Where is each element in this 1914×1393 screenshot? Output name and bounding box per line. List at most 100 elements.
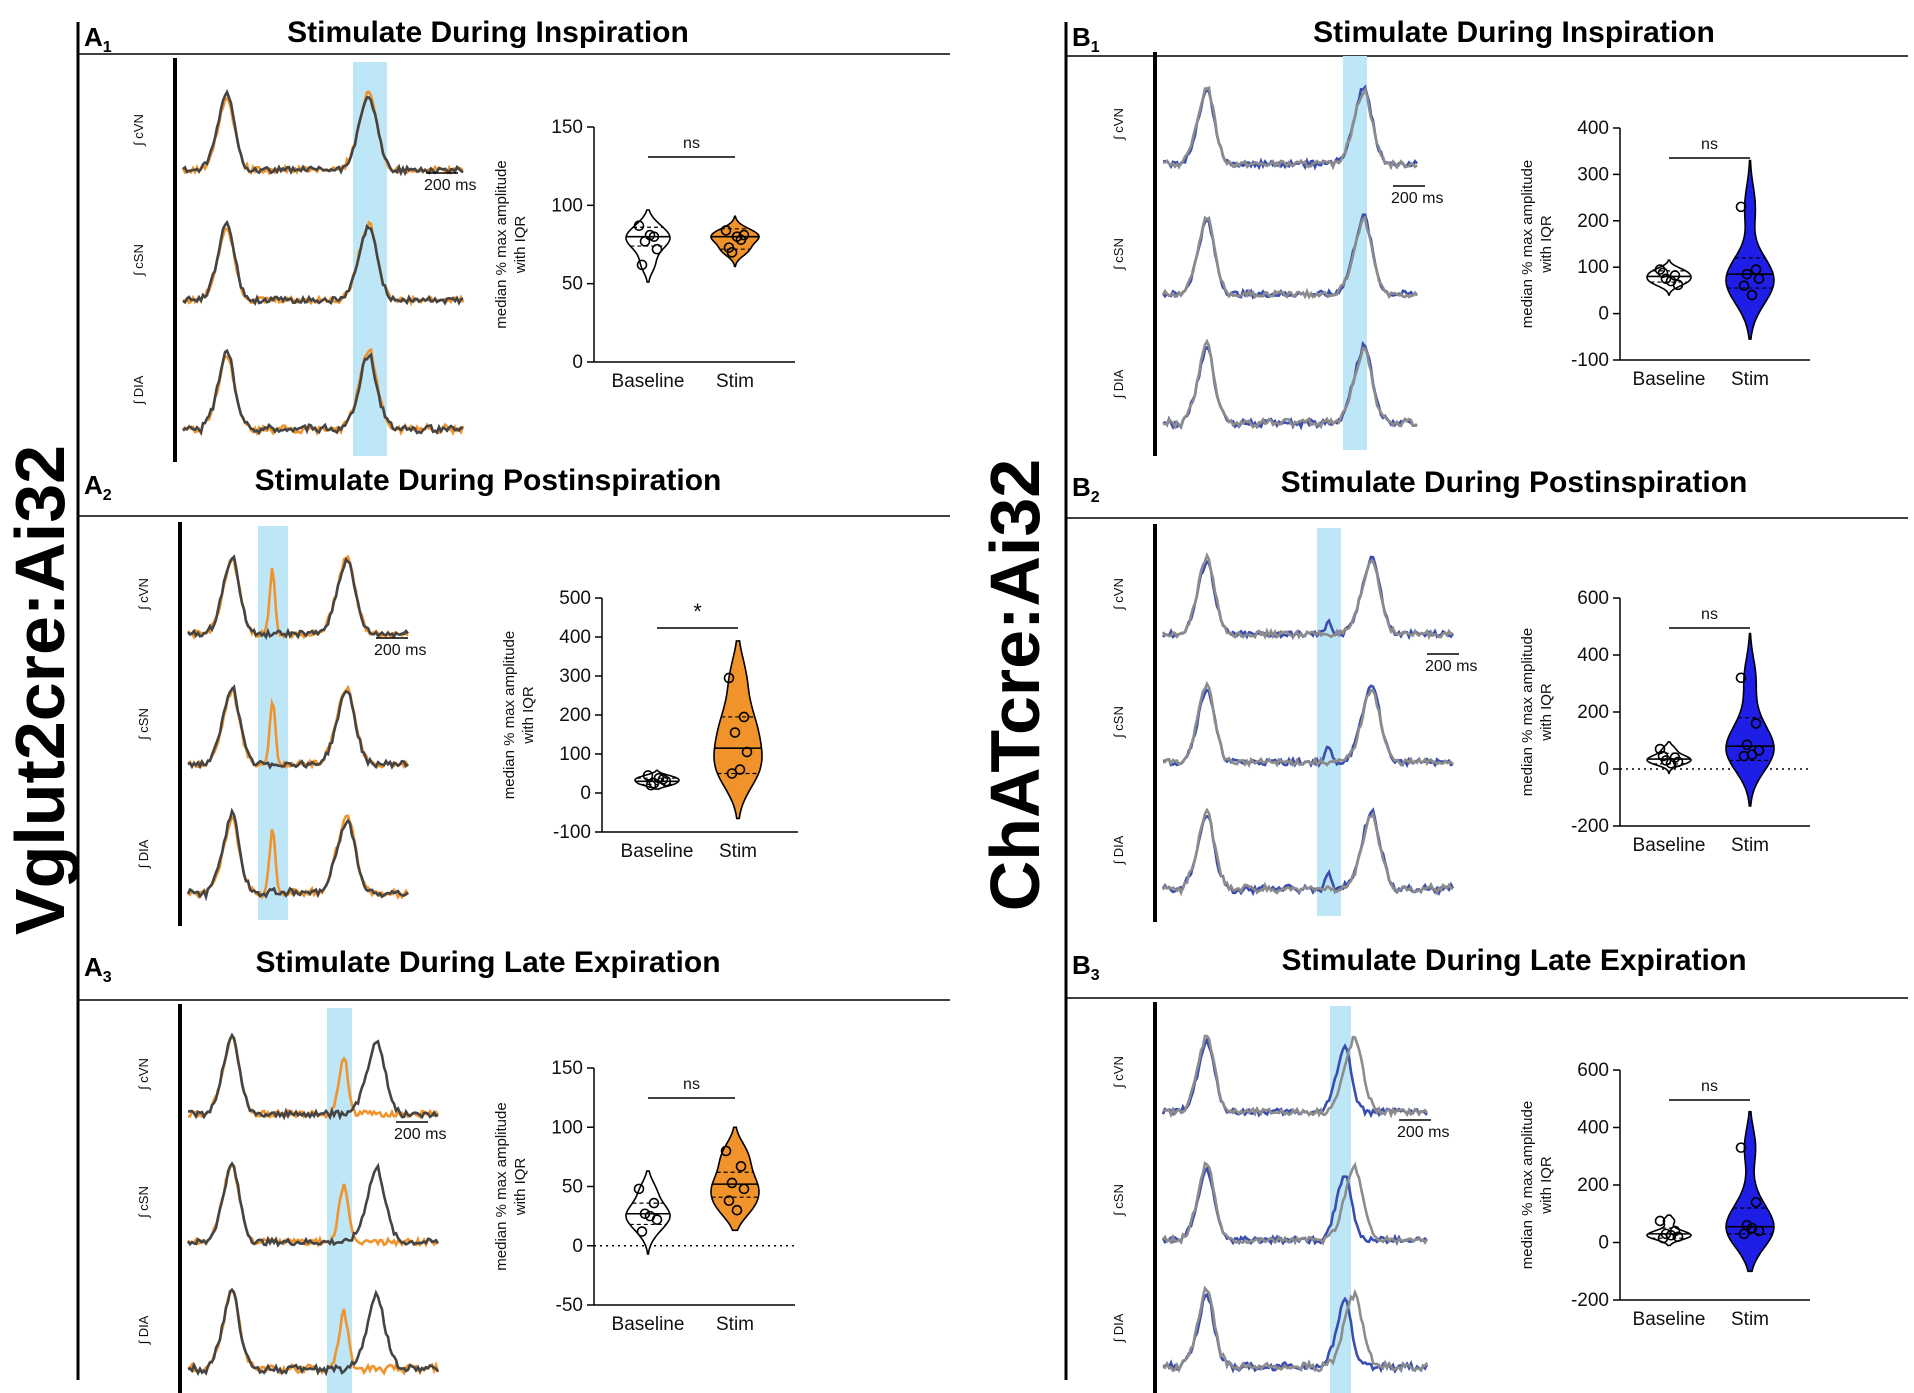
y-tick-label-A3: 150 — [551, 1058, 583, 1079]
y-tick-label-A3: 100 — [551, 1117, 583, 1138]
data-point-baseline-A1 — [636, 259, 648, 271]
group-label-vglut2: Vglut2cre:Ai32 — [1, 444, 79, 936]
panel-letter-main: B — [1072, 472, 1091, 502]
panel-letter-B3: B3 — [1072, 950, 1100, 984]
group-label-chat: ChATcre:Ai32 — [976, 458, 1054, 912]
panel-letter-B1: B1 — [1072, 22, 1100, 56]
stim-trace-A3 — [186, 1164, 439, 1249]
y-axis-label-A3: median % max amplitude — [493, 1102, 510, 1270]
violin-chart-B3: -200 0 200 400 600 median % max amplitude with… — [1519, 1060, 1810, 1330]
panel-letter-main: A — [84, 22, 103, 52]
trace-label-A3: ∫ cSN — [136, 1186, 151, 1219]
y-axis-label-B2: median % max amplitude — [1519, 628, 1536, 796]
y-axis-label-A1: median % max amplitude — [493, 160, 510, 328]
y-tick-label-B3: 200 — [1577, 1175, 1609, 1196]
y-tick-label-B2: 200 — [1577, 702, 1609, 723]
stim-trace-B2 — [1161, 807, 1455, 897]
y-tick-label-B2: -200 — [1571, 816, 1609, 837]
y-tick-label-A1: 150 — [551, 117, 583, 138]
violin-stim-B2 — [1725, 632, 1775, 807]
y-axis-label-B2: with IQR — [1538, 683, 1555, 742]
trace-label-A2: ∫ cSN — [136, 708, 151, 741]
trace-label-B3: ∫ DIA — [1111, 1313, 1126, 1343]
data-point-baseline-A2 — [642, 770, 654, 781]
trace-group-A3: ∫ cVN ∫ cSN ∫ DIA 200 ms — [136, 1004, 446, 1393]
data-point-baseline-B3 — [1654, 1215, 1666, 1227]
data-point-stim-A3 — [735, 1161, 747, 1172]
data-point-stim-B1 — [1753, 273, 1765, 285]
data-point-baseline-B3 — [1665, 1230, 1677, 1241]
violin-stim-B1 — [1725, 159, 1775, 340]
x-tick-label-A1: Baseline — [612, 371, 685, 392]
stim-trace-A1 — [182, 347, 465, 437]
data-point-stim-A3 — [731, 1204, 743, 1216]
y-tick-label-B3: -200 — [1571, 1290, 1609, 1311]
panel-letter-A1: A1 — [84, 22, 112, 56]
y-tick-label-A1: 100 — [551, 195, 583, 216]
baseline-trace-A3 — [187, 1032, 439, 1121]
y-tick-label-B2: 400 — [1577, 645, 1609, 666]
panel-letter-sub: 3 — [1091, 967, 1100, 984]
y-tick-label-A2: 100 — [559, 744, 591, 765]
data-point-stim-B2 — [1746, 749, 1758, 761]
x-tick-label-B1: Stim — [1731, 369, 1769, 390]
scale-bar-label-B1: 200 ms — [1391, 190, 1443, 207]
stim-trace-B1 — [1161, 213, 1418, 300]
x-tick-label-A2: Baseline — [621, 841, 694, 862]
x-tick-label-B2: Baseline — [1633, 835, 1706, 856]
y-tick-label-B1: -100 — [1571, 350, 1609, 371]
data-point-baseline-A2 — [645, 779, 657, 791]
stim-trace-A1 — [181, 90, 464, 176]
baseline-trace-B3 — [1162, 1285, 1429, 1374]
scale-bar-label-A2: 200 ms — [374, 642, 426, 659]
y-tick-label-A1: 50 — [562, 274, 583, 295]
significance-label-A3: ns — [683, 1076, 700, 1093]
trace-label-A1: ∫ cVN — [131, 114, 146, 147]
baseline-trace-A3 — [186, 1161, 440, 1248]
y-axis-label-A2: with IQR — [520, 686, 537, 745]
y-tick-label-B2: 600 — [1577, 588, 1609, 609]
data-point-stim-A1 — [720, 225, 732, 236]
data-point-stim-B3 — [1735, 1142, 1747, 1153]
y-axis-label-A3: with IQR — [512, 1158, 529, 1217]
data-point-baseline-A3 — [644, 1210, 656, 1222]
data-point-stim-A1 — [731, 231, 743, 242]
trace-label-A3: ∫ DIA — [136, 1315, 151, 1345]
y-tick-label-A2: 300 — [559, 666, 591, 687]
data-point-baseline-A3 — [639, 1208, 651, 1220]
y-axis-label-A1: with IQR — [512, 216, 529, 275]
baseline-trace-A2 — [187, 554, 409, 641]
y-tick-label-B1: 400 — [1577, 118, 1609, 139]
data-point-stim-A2 — [738, 711, 750, 723]
stim-window-A2 — [258, 526, 288, 920]
violin-chart-A3: -50 0 50 100 150 median % max amplitude with I… — [493, 1058, 795, 1335]
data-point-stim-A2 — [729, 727, 741, 738]
stim-trace-A3 — [187, 1290, 440, 1376]
significance-label-A2: * — [693, 599, 702, 624]
trace-label-B1: ∫ DIA — [1111, 369, 1126, 399]
data-point-stim-B1 — [1741, 268, 1753, 280]
stim-trace-A3 — [187, 1035, 440, 1120]
trace-label-B2: ∫ DIA — [1111, 835, 1126, 865]
baseline-trace-B1 — [1162, 85, 1418, 171]
panel-letter-main: B — [1072, 22, 1091, 52]
baseline-trace-B3 — [1162, 1161, 1429, 1246]
data-point-baseline-B2 — [1665, 757, 1677, 769]
stim-window-B3 — [1330, 1006, 1351, 1393]
y-axis-label-B1: with IQR — [1538, 215, 1555, 274]
data-point-baseline-B2 — [1672, 756, 1684, 768]
significance-label-A1: ns — [683, 135, 700, 152]
y-tick-label-B3: 600 — [1577, 1060, 1609, 1081]
stim-trace-B2 — [1162, 684, 1454, 769]
baseline-trace-A1 — [182, 348, 464, 436]
data-point-baseline-A2 — [653, 772, 665, 784]
data-point-stim-A2 — [741, 746, 753, 758]
y-axis-label-B3: with IQR — [1538, 1156, 1555, 1215]
panel-letter-A2: A2 — [84, 470, 112, 504]
data-point-stim-A3 — [723, 1195, 735, 1207]
significance-label-B2: ns — [1701, 606, 1718, 623]
stim-trace-B2 — [1161, 555, 1455, 641]
baseline-trace-B2 — [1162, 680, 1454, 769]
data-point-stim-B3 — [1750, 1196, 1762, 1208]
